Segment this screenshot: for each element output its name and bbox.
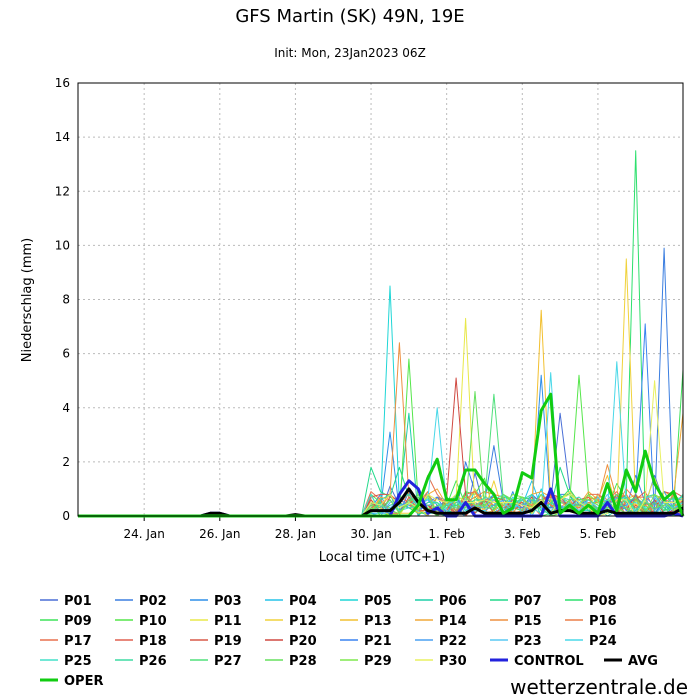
x-axis-label: Local time (UTC+1) xyxy=(319,550,445,565)
legend-label: P22 xyxy=(439,634,467,649)
series-line-p12 xyxy=(78,258,684,517)
legend-label: P04 xyxy=(289,594,317,609)
y-tick-label: 2 xyxy=(62,455,70,469)
x-tick-label: 5. Feb xyxy=(580,527,617,541)
legend-label: P06 xyxy=(439,594,467,609)
legend-label: P11 xyxy=(214,614,242,629)
series-line-p11 xyxy=(78,317,684,517)
series-line-p24 xyxy=(78,361,684,517)
chart-subtitle: Init: Mon, 23Jan2023 06Z xyxy=(274,46,426,60)
y-tick-label: 6 xyxy=(62,347,70,361)
series-line-p13 xyxy=(78,309,683,517)
legend-label: P18 xyxy=(139,634,167,649)
legend-label: P17 xyxy=(64,634,92,649)
legend-label: P09 xyxy=(64,614,92,629)
y-tick-label: 16 xyxy=(55,76,70,90)
legend-label: P28 xyxy=(289,654,317,669)
y-tick-label: 4 xyxy=(62,401,70,415)
legend-label: P27 xyxy=(214,654,242,669)
x-tick-label: 24. Jan xyxy=(123,527,164,541)
legend-label: P03 xyxy=(214,594,242,609)
y-tick-label: 10 xyxy=(55,238,70,252)
legend: P01 P02 P03 P04 P05 P06 P07 P08 P09 P10 P11 P12 P13 P… xyxy=(40,594,658,689)
chart-title: GFS Martin (SK) 49N, 19E xyxy=(235,6,464,27)
legend-label: P25 xyxy=(64,654,92,669)
legend-label: P14 xyxy=(439,614,467,629)
y-axis-label: Niederschlag (mm) xyxy=(20,238,35,363)
legend-label: P16 xyxy=(589,614,617,629)
series-line-p10 xyxy=(78,358,683,517)
x-tick-label: 26. Jan xyxy=(199,527,240,541)
legend-label: P20 xyxy=(289,634,317,649)
legend-label: P23 xyxy=(514,634,542,649)
series-line-p05 xyxy=(78,285,684,517)
legend-label: P26 xyxy=(139,654,167,669)
legend-label: P05 xyxy=(364,594,392,609)
legend-label: P10 xyxy=(139,614,167,629)
y-tick-label: 0 xyxy=(62,509,70,523)
plot-frame xyxy=(77,82,684,517)
legend-label: P02 xyxy=(139,594,167,609)
x-tick-label: 3. Feb xyxy=(504,527,541,541)
y-tick-label: 8 xyxy=(62,293,70,307)
legend-label: AVG xyxy=(628,654,658,669)
legend-label: P07 xyxy=(514,594,542,609)
x-tick-label: 30. Jan xyxy=(350,527,391,541)
y-tick-label: 12 xyxy=(55,184,70,198)
legend-label: P13 xyxy=(364,614,392,629)
legend-label: P29 xyxy=(364,654,392,669)
series-line-p02 xyxy=(78,247,684,517)
legend-label: P24 xyxy=(589,634,617,649)
x-tick-label: 1. Feb xyxy=(428,527,465,541)
legend-label: P12 xyxy=(289,614,317,629)
series-line-p15 xyxy=(78,342,684,517)
source-credit: wetterzentrale.de xyxy=(510,675,688,699)
legend-label: P08 xyxy=(589,594,617,609)
series-line-p08 xyxy=(78,150,684,517)
legend-label: OPER xyxy=(64,674,103,689)
series-lines xyxy=(78,150,685,518)
legend-label: P15 xyxy=(514,614,542,629)
legend-label: P01 xyxy=(64,594,92,609)
legend-label: P30 xyxy=(439,654,467,669)
legend-label: P19 xyxy=(214,634,242,649)
x-tick-labels: 24. Jan 26. Jan 28. Jan 30. Jan 1. Feb 3. Feb… xyxy=(123,527,616,541)
y-tick-label: 14 xyxy=(55,130,70,144)
series-line-p21 xyxy=(78,323,684,517)
y-tick-labels: 0 2 4 6 8 10 12 14 16 xyxy=(55,76,70,523)
legend-label: P21 xyxy=(364,634,392,649)
x-tick-label: 28. Jan xyxy=(275,527,316,541)
legend-label: CONTROL xyxy=(514,654,584,669)
grid xyxy=(78,83,683,521)
